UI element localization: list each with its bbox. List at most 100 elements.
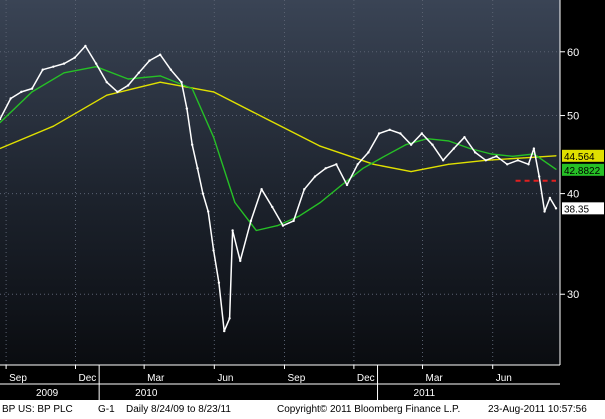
y-axis-ticks: 30 40 50 60 <box>559 0 579 365</box>
series-point <box>212 136 215 138</box>
series-point <box>543 210 546 213</box>
x-tick-label: Jun <box>496 373 512 384</box>
year-label: 2009 <box>36 388 59 399</box>
series-point <box>527 163 530 166</box>
series-point <box>20 90 23 94</box>
series-point <box>212 249 215 252</box>
series-point <box>335 163 338 166</box>
series-point <box>495 155 498 158</box>
series-point <box>341 184 343 186</box>
series-point <box>555 168 557 170</box>
series-point <box>196 167 199 170</box>
series-point <box>447 140 450 142</box>
ticker-label: BP US: BP PLC <box>2 404 73 415</box>
series-point <box>281 224 285 227</box>
series-point <box>548 196 552 200</box>
x-tick-label: Mar <box>426 373 444 384</box>
series-point <box>484 159 488 162</box>
series-point <box>148 59 151 62</box>
series-point <box>277 225 279 227</box>
series-point <box>239 259 242 263</box>
series-point <box>52 125 54 127</box>
series-point <box>452 147 455 150</box>
series-point <box>399 132 402 135</box>
series-point <box>217 281 221 284</box>
series-point <box>420 132 423 135</box>
series-point <box>62 62 66 65</box>
year-label: 2011 <box>414 388 436 399</box>
copyright-label: Copyright© 2011 Bloomberg Finance L.P. <box>277 404 461 415</box>
y-tick-label: 60 <box>567 47 579 59</box>
series-point <box>441 159 445 162</box>
chart-code: G-1 <box>98 404 115 415</box>
series-point <box>271 205 274 209</box>
series-point <box>63 72 65 74</box>
series-point <box>31 91 33 93</box>
series-point <box>447 163 450 165</box>
series-point <box>84 44 87 48</box>
series-point <box>255 229 257 232</box>
series-point <box>159 81 161 83</box>
series-point <box>228 317 231 320</box>
x-tick-label: Mar <box>147 373 165 384</box>
axis-panel <box>560 0 605 400</box>
value-tag-text: 38.35 <box>564 204 589 215</box>
series-point <box>292 219 295 223</box>
series-point <box>319 201 321 204</box>
series-point <box>538 175 541 178</box>
x-axis-panel <box>0 365 560 400</box>
series-point <box>212 91 215 93</box>
series-point <box>231 229 234 232</box>
series-point <box>388 128 391 132</box>
series-point <box>473 151 477 154</box>
series-point <box>373 163 375 165</box>
series-point <box>367 151 370 154</box>
series-point <box>266 118 268 120</box>
series-point <box>555 155 557 157</box>
series-point <box>298 215 300 217</box>
series-point <box>319 145 321 147</box>
x-axis-ticks: Sep Dec Mar Jun Sep Dec Mar Jun 2009 2010 2011 <box>0 364 560 400</box>
series-point <box>73 56 76 59</box>
series-point <box>9 97 12 100</box>
series-point <box>191 88 193 90</box>
series-point <box>106 94 108 96</box>
series-point <box>345 183 349 187</box>
series-point <box>463 135 466 139</box>
x-tick-label: Sep <box>9 373 27 384</box>
series-point <box>190 143 194 146</box>
series-point <box>185 107 189 110</box>
series-point <box>0 147 1 150</box>
series-point <box>383 155 385 157</box>
series-point <box>377 132 381 135</box>
series-point <box>405 144 407 146</box>
series-point <box>41 68 44 71</box>
grid <box>0 0 560 365</box>
series-point <box>554 207 558 210</box>
footer-bar: BP US: BP PLC G-1 Daily 8/24/09 to 8/23/… <box>0 400 605 419</box>
series-point <box>362 167 364 169</box>
series-point <box>127 78 129 80</box>
series-point <box>180 81 183 84</box>
series-point <box>126 84 130 87</box>
period-label: Daily 8/24/09 to 8/23/11 <box>126 404 231 415</box>
series-point <box>490 153 492 155</box>
series-point <box>201 192 205 195</box>
x-tick-label: Dec <box>79 373 97 384</box>
series-point <box>431 143 434 146</box>
series-point <box>207 210 210 213</box>
series-point <box>410 170 412 173</box>
series-point <box>94 62 98 65</box>
series-point <box>303 188 306 191</box>
series-point <box>0 122 1 124</box>
x-tick-label: Sep <box>287 373 305 384</box>
y-tick-label: 50 <box>567 111 579 123</box>
plot-background <box>0 0 560 365</box>
value-tags: 44.564 42.8822 38.35 <box>562 149 604 215</box>
y-tick-label: 30 <box>567 289 579 301</box>
series-point <box>505 163 509 166</box>
series-point <box>313 175 317 178</box>
series-point <box>234 201 236 204</box>
series-point <box>409 143 413 146</box>
